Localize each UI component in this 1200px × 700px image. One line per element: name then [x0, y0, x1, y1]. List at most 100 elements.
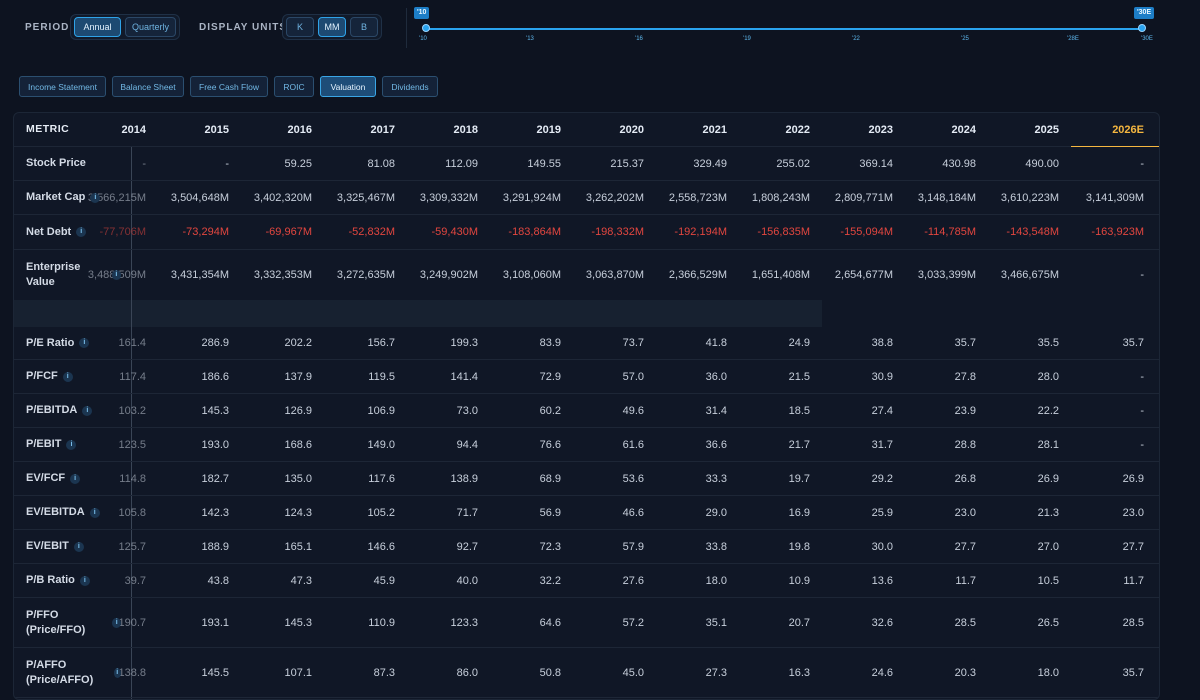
value-cell: 3,309,332M	[419, 191, 478, 204]
value-cell: -114,785M	[924, 226, 976, 238]
value-cell: 145.3	[201, 404, 229, 417]
value-cell: 29.0	[705, 506, 727, 519]
table-row: 105.8 142.3 124.3 105.2 71.7 56.9 46.6 29.0 16.9…	[14, 496, 1159, 530]
table-row: -77,706M -73,294M -69,967M -52,832M -59,430M…	[14, 215, 1159, 250]
timeline-start-handle[interactable]	[422, 24, 430, 32]
info-icon[interactable]: i	[113, 667, 121, 678]
metric-label-text: P/FCF	[26, 370, 58, 382]
value-cell: 369.14	[859, 157, 893, 170]
tab-dividends[interactable]: Dividends	[382, 76, 438, 97]
value-cell: 2,366,529M	[668, 269, 727, 281]
value-cell: 3,466,675M	[1000, 269, 1059, 281]
value-cell: 117.6	[368, 472, 395, 485]
value-cell: 103.2	[118, 404, 146, 417]
value-cell: 22.2	[1037, 404, 1059, 417]
timeline-tick: '19	[743, 36, 751, 42]
info-icon[interactable]: i	[79, 338, 90, 348]
tab-balance-sheet[interactable]: Balance Sheet	[112, 76, 184, 97]
table-row: 39.7 43.8 47.3 45.9 40.0 32.2 27.6 18.0 10.9 13.6…	[14, 564, 1159, 598]
value-cell: 149.55	[527, 157, 561, 170]
value-cell: 72.9	[539, 370, 561, 383]
tab-roic[interactable]: ROIC	[274, 76, 314, 97]
info-icon[interactable]: i	[79, 575, 90, 586]
value-cell: -198,332M	[591, 226, 644, 238]
year-header: 2018	[453, 123, 478, 136]
value-cell: 56.9	[539, 506, 561, 519]
value-cell: 27.4	[871, 404, 893, 417]
value-cell: 35.7	[1122, 337, 1144, 349]
timeline-end-handle[interactable]	[1138, 24, 1146, 32]
table-row: 190.7 193.1 145.3 110.9 123.3 64.6 57.2 35.1 20.…	[14, 598, 1159, 648]
value-cell: 3,325,467M	[336, 191, 395, 204]
units-k-button[interactable]: K	[286, 17, 314, 37]
timeline-track[interactable]	[426, 28, 1142, 30]
value-cell: 2,654,677M	[834, 269, 893, 281]
metric-label: P/EBITDA i	[26, 394, 121, 427]
timeline-tick: '28E	[1067, 36, 1079, 42]
metric-label: EV/EBITDA i	[26, 496, 121, 529]
value-cell: 39.7	[124, 574, 146, 587]
info-icon[interactable]: i	[62, 371, 73, 382]
value-cell: 21.5	[788, 370, 810, 383]
value-cell: 23.0	[1122, 506, 1144, 519]
metric-label: Enterprise Value i	[26, 250, 121, 300]
timeline-tick: '30E	[1141, 36, 1153, 42]
info-icon[interactable]: i	[66, 439, 77, 450]
value-cell: 32.6	[871, 616, 893, 629]
value-cell: 3,291,924M	[502, 191, 561, 204]
period-quarterly-button[interactable]: Quarterly	[125, 17, 176, 37]
tab-income-statement[interactable]: Income Statement	[19, 76, 106, 97]
info-icon[interactable]: i	[70, 473, 81, 484]
value-cell: 255.02	[776, 157, 810, 170]
year-header: 2020	[619, 123, 644, 136]
info-icon[interactable]: i	[89, 507, 100, 518]
value-cell: 26.8	[954, 472, 976, 485]
value-cell: 92.7	[456, 540, 478, 553]
value-cell: 27.7	[1122, 540, 1144, 553]
value-cell: 23.0	[954, 506, 976, 519]
info-icon[interactable]: i	[90, 192, 101, 203]
value-cell: 38.8	[871, 337, 893, 349]
value-cell: 10.5	[1037, 574, 1059, 587]
tab-valuation[interactable]: Valuation	[320, 76, 376, 97]
value-cell: 117.4	[119, 370, 146, 383]
metric-header: METRIC	[26, 123, 70, 135]
value-cell: 18.0	[1037, 666, 1059, 679]
value-cell: 47.3	[290, 574, 312, 587]
units-mm-button[interactable]: MM	[318, 17, 346, 37]
value-cell: 329.49	[693, 157, 727, 170]
value-cell: -	[1140, 370, 1144, 383]
year-header: 2016	[287, 123, 312, 136]
value-cell: 11.7	[955, 574, 976, 587]
table-header-row: METRIC 2014 2015 2016 2017 2018 2019 2020 2021 2…	[14, 113, 1159, 147]
info-icon[interactable]: i	[112, 617, 121, 628]
info-icon[interactable]: i	[73, 541, 84, 552]
value-cell: 30.9	[871, 370, 893, 383]
value-cell: 81.08	[367, 157, 395, 170]
period-label: PERIOD	[25, 22, 70, 33]
value-cell: 61.6	[622, 438, 644, 451]
table-row: 103.2 145.3 126.9 106.9 73.0 60.2 49.6 31.4 18.5…	[14, 394, 1159, 428]
value-cell: 45.9	[373, 574, 395, 587]
metric-label-text: P/FFO (Price/FFO)	[26, 608, 86, 636]
value-cell: 94.4	[456, 438, 478, 451]
value-cell: 19.8	[788, 540, 810, 553]
value-cell: -73,294M	[182, 226, 229, 238]
units-b-button[interactable]: B	[350, 17, 378, 37]
value-cell: 3,141,309M	[1085, 191, 1144, 204]
value-cell: 27.8	[954, 370, 976, 383]
tab-free-cash-flow[interactable]: Free Cash Flow	[190, 76, 268, 97]
period-annual-button[interactable]: Annual	[74, 17, 122, 37]
metric-label-text: P/B Ratio	[26, 574, 75, 586]
value-cell: 59.25	[284, 157, 312, 170]
info-icon[interactable]: i	[111, 270, 121, 280]
value-cell: 45.0	[622, 666, 644, 679]
info-icon[interactable]: i	[82, 405, 93, 416]
value-cell: 33.8	[705, 540, 727, 553]
value-cell: 60.2	[539, 404, 561, 417]
year-header: 2022	[785, 123, 810, 136]
value-cell: 16.3	[788, 666, 810, 679]
metric-label: Stock Price	[26, 147, 121, 180]
value-cell: 25.9	[871, 506, 893, 519]
info-icon[interactable]: i	[76, 227, 87, 237]
